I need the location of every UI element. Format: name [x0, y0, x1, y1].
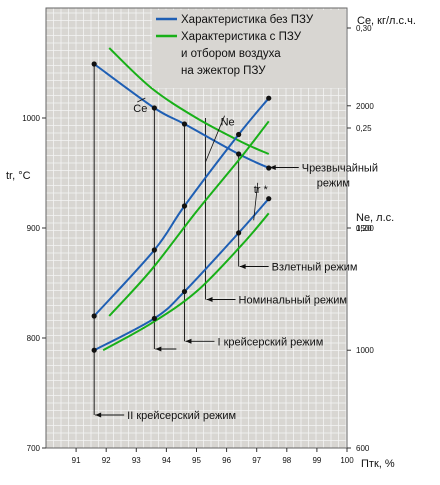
curve-label-leader	[137, 97, 146, 103]
mode-label-second-line: режим	[317, 178, 350, 190]
series-line-ce-pzu	[108, 47, 270, 155]
x-tick-label: 92	[102, 456, 111, 465]
markers-layer	[91, 61, 272, 353]
legend-entry: Характеристика без ПЗУ	[181, 14, 314, 26]
mode-label: II крейсерский режим	[127, 410, 236, 422]
tr-tick-label: 900	[27, 224, 41, 233]
data-point-tr	[181, 203, 188, 209]
axes-layer: Птк, % tr, °C Ce, кг/л.с.ч. Ne, л.с. 91 9…	[6, 15, 416, 470]
curve-label-ne: Ne	[221, 117, 235, 129]
data-point-ne	[236, 230, 242, 236]
x-tick-label: 100	[340, 456, 354, 465]
mode-pointer-arrowhead	[95, 412, 102, 418]
x-tick-label: 98	[282, 456, 291, 465]
ne-tick-label: 600	[356, 444, 370, 453]
data-point-ce	[181, 121, 188, 127]
annotations-layer: Чрезвычайный режим Взлетный режим Номинальн…	[95, 97, 378, 422]
x-tick-label: 91	[72, 456, 81, 465]
data-point-ce	[151, 105, 157, 111]
ce-tick-label: 0,25	[356, 124, 372, 133]
data-point-ne	[91, 347, 97, 353]
curve-label-leader	[253, 182, 259, 221]
data-point-tr	[266, 95, 272, 101]
x-tick-label: 99	[312, 456, 321, 465]
curve-label-leader	[205, 115, 225, 163]
ne-axis-label: Ne, л.с.	[356, 212, 394, 224]
x-axis-label: Птк, %	[361, 458, 395, 470]
ce-tick-label: 0,30	[356, 24, 372, 33]
x-tick-label: 94	[162, 456, 171, 465]
tr-tick-label: 700	[27, 444, 41, 453]
legend-entry: Характеристика с ПЗУ	[181, 31, 302, 43]
data-point-tr	[151, 247, 157, 253]
data-point-tr	[236, 131, 242, 138]
mode-label: Взлетный режим	[272, 262, 358, 274]
x-tick-label: 97	[252, 456, 261, 465]
data-point-ce	[266, 165, 272, 171]
series-line-ne-pzu	[102, 212, 270, 352]
data-point-ce	[91, 61, 97, 67]
mode-pointer-arrowhead	[185, 338, 192, 344]
mode-label: I крейсерский режим	[217, 336, 323, 348]
data-point-ne	[181, 288, 188, 295]
legend-entry: на эжектор ПЗУ	[181, 65, 266, 77]
x-tick-label: 95	[192, 456, 201, 465]
data-point-ce	[236, 151, 242, 157]
tr-tick-label: 800	[27, 334, 41, 343]
x-tick-label: 93	[132, 456, 141, 465]
ne-tick-label: 1500	[356, 224, 374, 233]
curve-label-tr: tr *	[254, 184, 269, 196]
data-point-ne	[151, 315, 157, 322]
mode-pointer-arrowhead	[269, 165, 276, 170]
x-tick-label: 96	[222, 456, 231, 465]
tr-axis-label: tr, °C	[6, 170, 31, 182]
mode-pointer-arrowhead	[239, 264, 246, 269]
ne-tick-label: 2000	[356, 102, 374, 111]
legend-layer: Характеристика без ПЗУ Характеристика с П…	[152, 10, 346, 88]
data-point-ne	[266, 196, 272, 202]
ce-tick-label: 0,20	[356, 224, 372, 233]
mode-label: Номинальный режим	[239, 295, 347, 307]
mode-label: Чрезвычайный	[302, 163, 378, 175]
ce-axis-label: Ce, кг/л.с.ч.	[357, 15, 416, 27]
tr-tick-label: 1000	[22, 114, 40, 123]
ne-tick-label: 1000	[356, 346, 374, 355]
legend-box	[152, 10, 346, 88]
series-line-tr-pzu	[108, 120, 270, 317]
curve-label-ce: Ce	[133, 103, 147, 115]
legend-entry: и отбором воздуха	[181, 48, 281, 60]
data-point-tr	[91, 313, 97, 319]
mode-pointer-arrowhead	[206, 297, 213, 302]
